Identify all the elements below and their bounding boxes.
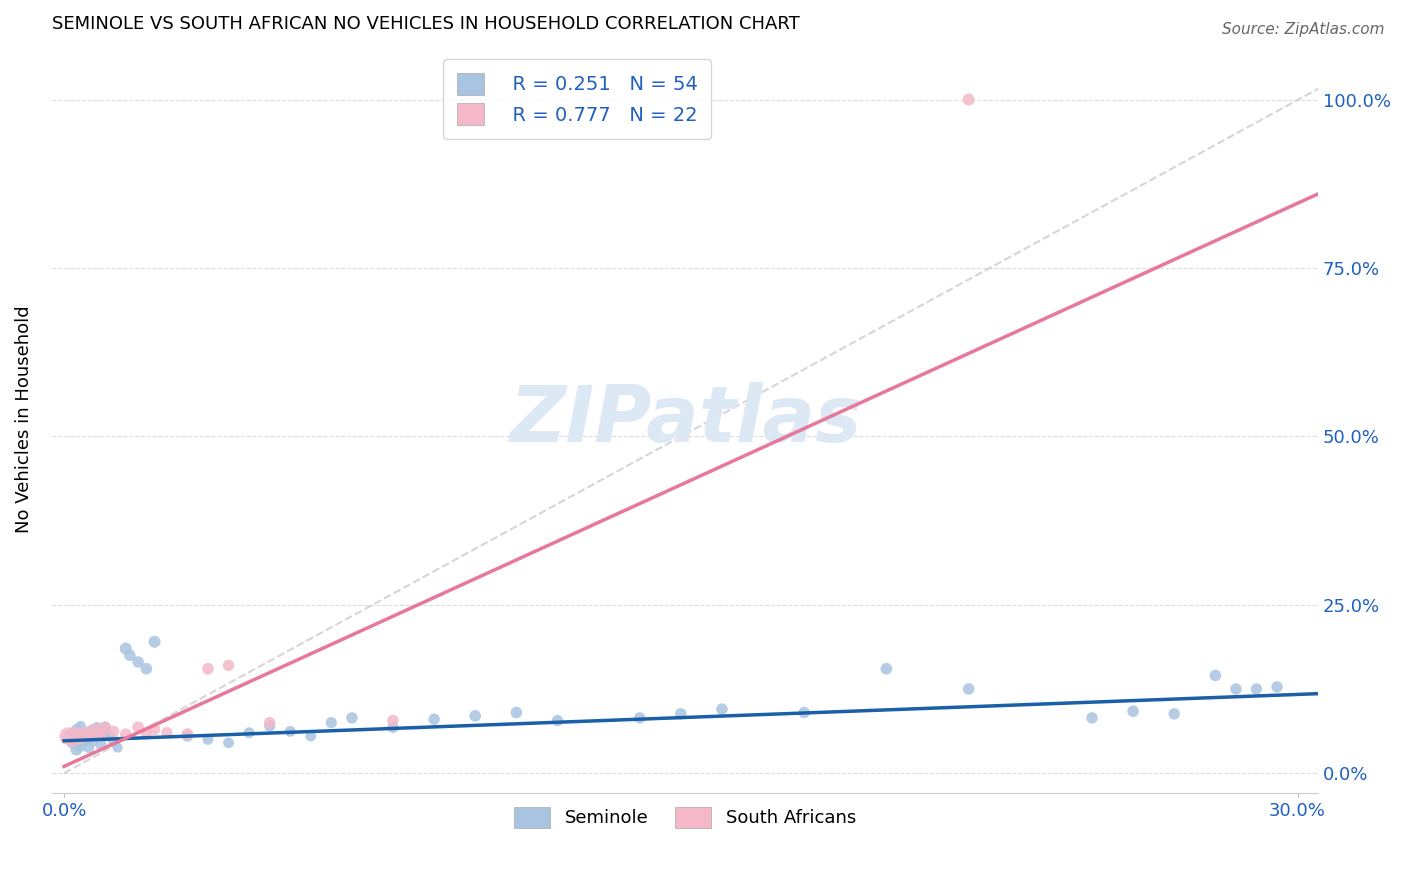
Point (60, 725, 83, 739)
Point (73, 734, 96, 748)
Point (60, 736, 83, 750)
Point (423, 712, 446, 726)
Point (340, 711, 363, 725)
Point (505, 706, 527, 720)
Point (107, 740, 129, 755)
Point (176, 727, 198, 741)
Point (218, 658, 240, 673)
Point (1225, 681, 1247, 696)
Point (127, 720, 149, 734)
Point (382, 720, 405, 734)
Point (710, 702, 733, 716)
Point (86, 729, 108, 743)
Point (238, 725, 260, 739)
Point (875, 662, 897, 676)
Point (957, 681, 980, 696)
Point (135, 662, 157, 676)
Point (90, 738, 112, 752)
Point (103, 734, 125, 748)
Point (58, 729, 80, 743)
Legend: Seminole, South Africans: Seminole, South Africans (505, 797, 865, 837)
Point (197, 662, 219, 676)
Point (278, 724, 301, 739)
Point (60, 734, 83, 748)
Point (73, 727, 96, 741)
Point (69, 739, 91, 754)
Point (1265, 680, 1288, 694)
Y-axis label: No Vehicles in Household: No Vehicles in Household (15, 306, 32, 533)
Point (1163, 706, 1185, 721)
Point (259, 719, 281, 733)
Point (118, 648, 141, 663)
Point (218, 736, 240, 750)
Point (547, 714, 569, 728)
Point (127, 655, 149, 669)
Point (65, 742, 87, 756)
Point (94, 727, 117, 741)
Point (86, 723, 108, 737)
Point (321, 715, 343, 730)
Point (628, 711, 651, 725)
Point (793, 706, 815, 720)
Point (114, 727, 136, 741)
Point (90, 725, 112, 739)
Point (156, 725, 179, 739)
Point (176, 729, 198, 743)
Point (114, 641, 136, 656)
Point (143, 634, 166, 648)
Point (464, 709, 486, 723)
Text: ZIPatlas: ZIPatlas (509, 382, 860, 458)
Point (1081, 711, 1104, 725)
Point (135, 725, 157, 739)
Point (82, 723, 104, 737)
Point (143, 723, 166, 737)
Text: Source: ZipAtlas.com: Source: ZipAtlas.com (1222, 22, 1385, 37)
Point (86, 720, 108, 734)
Point (669, 706, 692, 721)
Point (382, 714, 405, 728)
Point (98, 729, 121, 743)
Point (103, 724, 125, 739)
Point (69, 719, 91, 733)
Point (90, 727, 112, 741)
Point (73, 729, 96, 743)
Point (65, 725, 87, 739)
Point (1204, 668, 1226, 682)
Point (94, 720, 117, 734)
Point (259, 715, 281, 730)
Point (58, 729, 80, 743)
Point (94, 720, 117, 734)
Point (77, 724, 100, 739)
Point (77, 740, 100, 755)
Point (197, 732, 219, 747)
Point (69, 731, 91, 745)
Point (82, 729, 104, 743)
Point (82, 734, 104, 748)
Point (957, 93, 980, 107)
Point (1246, 681, 1268, 696)
Point (65, 723, 87, 737)
Point (299, 729, 322, 743)
Point (1122, 704, 1144, 718)
Text: SEMINOLE VS SOUTH AFRICAN NO VEHICLES IN HOUSEHOLD CORRELATION CHART: SEMINOLE VS SOUTH AFRICAN NO VEHICLES IN… (52, 15, 800, 33)
Point (77, 725, 100, 739)
